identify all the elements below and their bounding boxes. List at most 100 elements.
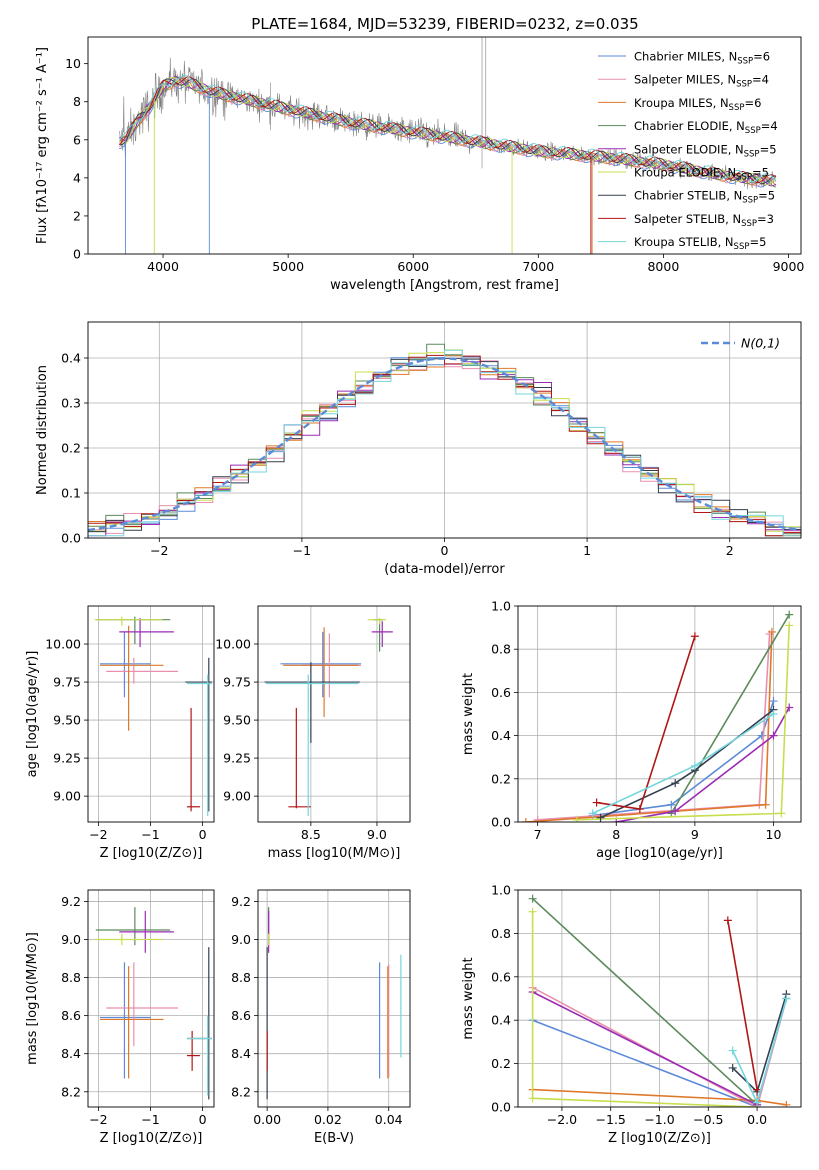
legend-label: Chabrier MILES, NSSP=6 <box>634 50 770 67</box>
weight-marker <box>572 815 581 822</box>
weight-line <box>532 991 758 1106</box>
plot-area-weight-age <box>521 610 794 822</box>
y-tick-label: 9.00 <box>223 789 251 804</box>
y-tick-label: 9.25 <box>223 751 251 766</box>
legend-label: Salpeter STELIB, NSSP=3 <box>634 212 774 229</box>
x-tick-label: 2 <box>726 543 734 558</box>
x-tick-label: 7000 <box>522 259 554 274</box>
legend-subscript: SSP <box>736 173 752 183</box>
weight-marker <box>528 894 537 903</box>
x-axis-label: age [log10(age/yr)] <box>596 846 723 861</box>
axes-frame: 4000 5000 6000 7000 8000 9000 0 2 4 6 8 10 wavelengt… <box>35 36 805 293</box>
axes-frame: −2 −1 0 1 2 0.0 0.1 0.2 0.3 0.4 (data-model)/error… <box>35 321 802 577</box>
model-spectrum <box>118 77 777 186</box>
y-tick-label: 8.2 <box>61 1084 81 1099</box>
y-tick-label: 0 <box>73 247 81 262</box>
figure-title: PLATE=1684, MJD=53239, FIBERID=0232, z=0… <box>251 15 638 33</box>
y-tick-label: 8.6 <box>231 1008 251 1023</box>
panel-residuals: −2 −1 0 1 2 0.0 0.1 0.2 0.3 0.4 (data-model)/error… <box>35 321 802 577</box>
plot-area-mass-Z <box>94 907 212 1100</box>
y-tick-label: 8.6 <box>61 1008 81 1023</box>
y-tick-label: 8.4 <box>61 1046 81 1061</box>
x-tick-label: 9 <box>691 827 699 842</box>
y-tick-label: 8.4 <box>231 1046 251 1061</box>
axes-border <box>517 889 802 1108</box>
y-tick-label: 8.2 <box>231 1084 251 1099</box>
legend-count: =4 <box>752 73 769 87</box>
axes-border <box>517 605 802 823</box>
panel-mass-EBV: 0.00 0.02 0.04 8.2 8.4 8.6 8.8 9.0 9.2 E(B-V) <box>231 889 411 1146</box>
weight-line <box>616 707 790 822</box>
weight-marker <box>757 731 766 740</box>
y-tick-label: 1.0 <box>491 599 511 614</box>
legend-label: Salpeter MILES, NSSP=4 <box>634 73 769 90</box>
legend-count: =6 <box>744 96 761 110</box>
x-tick-label: 9000 <box>773 259 805 274</box>
x-axis-label: E(B-V) <box>314 1131 354 1146</box>
weight-marker <box>690 761 699 770</box>
axes-border <box>87 36 802 255</box>
axes-border <box>87 321 802 539</box>
weight-marker <box>588 809 597 818</box>
legend-count: =5 <box>749 235 766 249</box>
x-tick-label: 6000 <box>397 259 429 274</box>
axes-frame: −2 −1 0 8.2 8.4 8.6 8.8 9.0 9.2 Z [log10(Z/Z⊙)] ma… <box>25 889 215 1146</box>
y-tick-label: 0.0 <box>491 1100 511 1115</box>
weight-line <box>537 634 771 821</box>
y-tick-label: 9.50 <box>53 713 81 728</box>
weight-marker <box>667 800 676 809</box>
x-tick-label: −2 <box>89 1112 107 1127</box>
y-tick-label: 10.00 <box>215 637 251 652</box>
axes-frame: −2 −1 0 9.00 9.25 9.50 9.75 10.00 Z [log10(Z/Z⊙)… <box>25 605 215 861</box>
axes-frame: −2.0 −1.5 −1.0 −0.5 0.0 0.0 0.2 0.4 0.6 0.8 1.0 Z [… <box>461 883 802 1146</box>
y-tick-label: 9.2 <box>61 894 81 909</box>
legend-count: =4 <box>761 119 778 133</box>
x-tick-label: 0 <box>441 543 449 558</box>
y-tick-label: 4 <box>73 170 81 185</box>
x-tick-label: 0.00 <box>253 1112 281 1127</box>
y-tick-label: 0.4 <box>491 1013 511 1028</box>
model-spectrum <box>119 78 777 185</box>
model-spectrum <box>119 76 777 186</box>
x-tick-label: −2 <box>150 543 168 558</box>
weight-marker <box>782 994 791 1003</box>
y-axis-label: Flux [fλ10⁻¹⁷ erg cm⁻² s⁻¹ A⁻¹] <box>35 47 50 244</box>
x-tick-label: 8 <box>612 827 620 842</box>
axes-frame: 8.5 9.0 9.00 9.25 9.50 9.75 10.00 mass [log10(M… <box>215 605 411 861</box>
plot-area-mass-EBV <box>266 907 402 1100</box>
weight-marker <box>769 697 778 706</box>
weight-line <box>532 898 758 1106</box>
x-tick-label: 0.04 <box>375 1112 403 1127</box>
x-tick-label: −2.0 <box>547 1112 577 1127</box>
x-tick-label: 1 <box>583 543 591 558</box>
x-tick-label: −1.5 <box>596 1112 626 1127</box>
y-tick-label: 0.6 <box>491 685 511 700</box>
x-tick-label: 0 <box>199 1112 207 1127</box>
y-tick-label: 9.75 <box>53 675 81 690</box>
x-axis-label: Z [log10(Z/Z⊙)] <box>100 1131 203 1146</box>
weight-line <box>525 631 773 822</box>
model-spectrum <box>119 81 777 188</box>
y-tick-label: 9.25 <box>53 751 81 766</box>
x-tick-label: 0.0 <box>747 1112 767 1127</box>
weight-line <box>592 700 775 817</box>
model-spectrum <box>119 75 777 187</box>
weight-marker <box>769 731 778 740</box>
x-tick-label: 10 <box>766 827 782 842</box>
weight-marker <box>671 807 680 816</box>
weight-line <box>727 920 758 1090</box>
axes-frame: 0.00 0.02 0.04 8.2 8.4 8.6 8.8 9.0 9.2 E(B-V) <box>231 889 411 1146</box>
weight-marker <box>528 1094 537 1103</box>
axes-border <box>257 889 411 1108</box>
x-tick-label: −1.0 <box>644 1112 674 1127</box>
legend-label: Salpeter ELODIE, NSSP=5 <box>634 142 777 159</box>
x-tick-label: 0.02 <box>314 1112 342 1127</box>
axes-border <box>257 605 411 823</box>
legend-label: Chabrier ELODIE, NSSP=4 <box>634 119 778 136</box>
weight-marker <box>777 809 786 818</box>
weight-line <box>592 713 774 815</box>
y-tick-label: 9.75 <box>223 675 251 690</box>
legend-label-normal: N(0,1) <box>741 336 780 351</box>
x-tick-label: −1 <box>293 543 311 558</box>
x-tick-label: 8.5 <box>301 827 321 842</box>
